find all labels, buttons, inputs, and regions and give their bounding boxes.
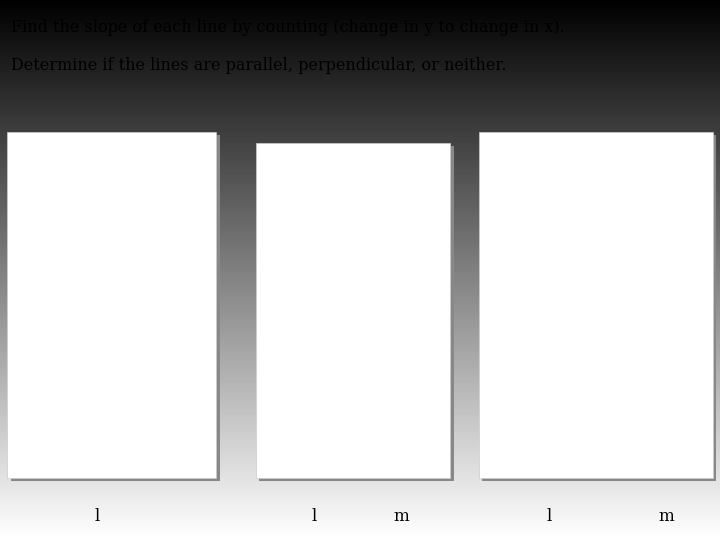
Text: l: l xyxy=(311,508,317,524)
Text: Find the slope of each line by counting (change in y to change in x).: Find the slope of each line by counting … xyxy=(11,19,564,36)
Text: m: m xyxy=(394,508,409,524)
Text: m: m xyxy=(658,508,674,524)
Text: Determine if the lines are parallel, perpendicular, or neither.: Determine if the lines are parallel, per… xyxy=(11,57,506,73)
Text: l: l xyxy=(546,508,552,524)
Text: l: l xyxy=(94,508,99,524)
